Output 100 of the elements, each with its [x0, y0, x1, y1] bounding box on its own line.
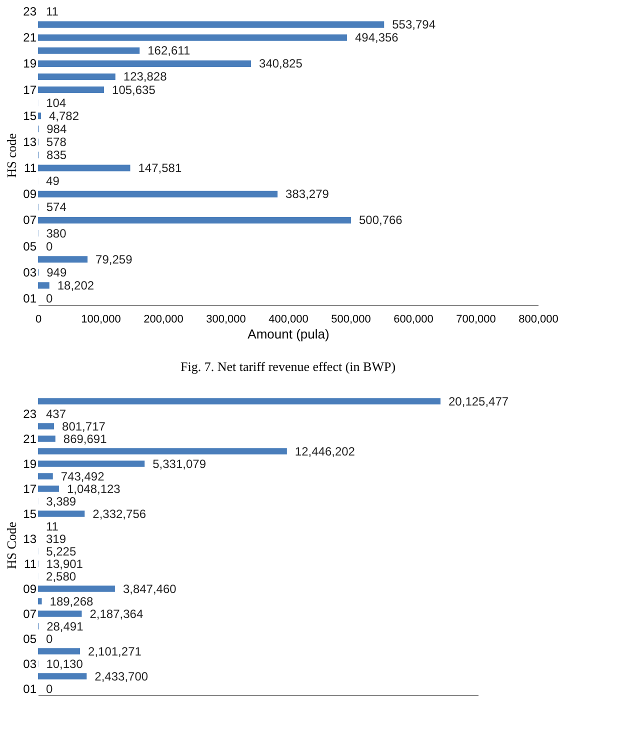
data-label: 0 [46, 291, 53, 306]
data-label: 12,446,202 [294, 444, 356, 458]
data-label: 11 [46, 4, 59, 19]
bar [38, 190, 278, 198]
data-label: 340,825 [259, 56, 303, 71]
data-label: 3,389 [46, 494, 76, 508]
y-tick-label: 15 [23, 108, 37, 123]
data-label: 2,101,271 [88, 644, 142, 658]
bar [38, 586, 115, 592]
data-label: 553,794 [392, 18, 436, 32]
y-tick-label: 21 [23, 432, 37, 446]
bar [38, 673, 87, 680]
y-tick-label: 01 [23, 291, 37, 306]
data-label: 189,268 [50, 594, 94, 608]
x-tick-label: 200,000 [144, 314, 184, 326]
data-label: 104 [46, 96, 66, 110]
bar [38, 460, 145, 467]
data-label: 1,048,123 [66, 482, 121, 496]
y-tick-label: 21 [23, 30, 37, 45]
data-label: 743,492 [60, 469, 105, 484]
y-tick-label: 19 [23, 456, 37, 471]
bar [38, 73, 116, 80]
x-tick-label: 500,000 [331, 314, 371, 326]
bar [38, 60, 252, 67]
data-label: 5,225 [46, 544, 76, 558]
bar [38, 610, 82, 617]
data-label: 494,356 [354, 30, 399, 45]
bar [38, 423, 54, 430]
data-label: 162,611 [148, 44, 190, 58]
caption: Fig. 7. Net tariff revenue effect (in BWP) [180, 359, 396, 374]
bar [38, 47, 140, 54]
data-label: 3,847,460 [122, 582, 177, 596]
y-tick-label: 03 [23, 265, 37, 280]
data-label: 79,259 [96, 252, 133, 266]
data-label: 984 [46, 122, 67, 136]
data-label: 10,130 [46, 656, 84, 671]
data-label: 869,691 [63, 432, 108, 446]
y-tick-label: 03 [23, 656, 37, 671]
data-label: 574 [46, 200, 67, 214]
bar [38, 648, 80, 654]
x-tick-label: 600,000 [394, 314, 434, 326]
y-tick-label: 05 [23, 239, 37, 254]
y-tick-label: 09 [23, 187, 37, 202]
bar [38, 164, 130, 172]
data-label: 578 [46, 134, 67, 149]
bar [38, 486, 59, 492]
data-label: 18,202 [57, 278, 94, 292]
bar [38, 21, 384, 28]
y-tick-label: 05 [23, 632, 37, 646]
data-label: 0 [46, 239, 53, 254]
x-tick-label: 400,000 [268, 314, 308, 326]
data-label: 13,901 [46, 556, 84, 571]
bar [38, 216, 351, 224]
y-tick-label: 11 [24, 161, 37, 176]
bar [38, 112, 41, 120]
data-label: 437 [46, 406, 66, 421]
bar [38, 282, 50, 289]
bar [38, 34, 347, 41]
y-tick-label: 09 [23, 582, 37, 596]
x-tick-label: 800,000 [518, 314, 558, 326]
data-label: 0 [46, 632, 53, 646]
y-tick-label: 23 [23, 406, 37, 421]
y-tick-label: 15 [23, 506, 37, 521]
y-tick-label: 01 [23, 682, 37, 696]
x-tick-label: 300,000 [206, 314, 246, 326]
x-axis-title: Amount (pula) [248, 326, 330, 342]
bar [38, 598, 42, 604]
y-axis-title: HS Code [4, 522, 20, 570]
data-label: 4,782 [48, 108, 80, 123]
y-tick-label: 17 [23, 482, 37, 496]
y-tick-label: 11 [24, 556, 37, 571]
data-label: 49 [46, 174, 60, 188]
data-label: 147,581 [138, 161, 182, 176]
y-tick-label: 23 [23, 4, 37, 19]
data-label: 2,580 [46, 569, 76, 584]
data-label: 5,331,079 [152, 456, 206, 471]
data-label: 380 [46, 226, 67, 240]
data-label: 11 [46, 519, 59, 534]
data-label: 2,433,700 [94, 669, 148, 684]
x-tick-label: 100,000 [81, 314, 121, 326]
y-tick-label: 13 [23, 532, 37, 546]
data-label: 949 [46, 265, 67, 280]
bar [38, 448, 287, 454]
x-tick-label: 700,000 [456, 314, 496, 326]
y-tick-label: 07 [23, 606, 37, 621]
data-label: 2,187,364 [90, 606, 144, 621]
bar [38, 256, 88, 263]
data-label: 319 [46, 532, 66, 546]
data-label: 383,279 [286, 187, 330, 202]
data-label: 28,491 [46, 619, 84, 634]
bar [38, 86, 104, 94]
y-tick-label: 13 [23, 134, 37, 149]
data-label: 835 [46, 148, 67, 162]
data-label: 20,125,477 [448, 394, 509, 408]
data-label: 801,717 [62, 419, 106, 434]
y-tick-label: 19 [23, 56, 37, 71]
data-label: 2,332,756 [92, 506, 146, 521]
y-tick-label: 07 [23, 213, 37, 228]
data-label: 123,828 [123, 70, 168, 84]
y-tick-label: 17 [23, 82, 37, 97]
